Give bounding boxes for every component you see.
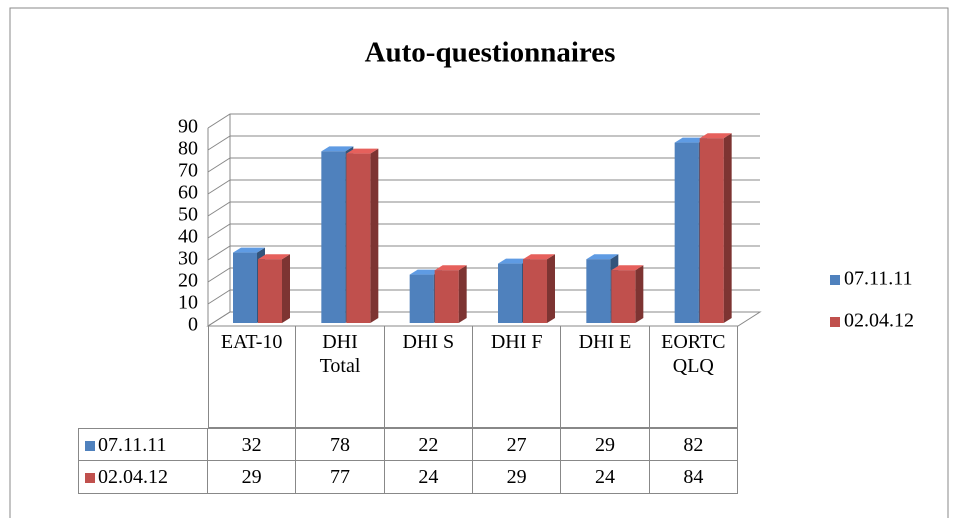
table-value-cell: 82 xyxy=(649,428,738,461)
table-value-cell: 27 xyxy=(473,428,562,461)
bar xyxy=(346,148,379,323)
table-corner xyxy=(208,326,209,428)
table-legend-key xyxy=(85,473,95,483)
table-value-cell: 29 xyxy=(208,461,297,494)
table-value-cell: 84 xyxy=(649,461,738,494)
y-tick-label: 20 xyxy=(178,270,198,292)
bar-front xyxy=(523,259,547,323)
bar-front xyxy=(346,153,371,323)
chart-title: Auto-questionnaires xyxy=(365,37,616,69)
table-value-cell: 77 xyxy=(296,461,385,494)
y-tick-label: 30 xyxy=(178,248,198,270)
bar-side xyxy=(547,254,555,323)
table-value-cell: 24 xyxy=(561,461,650,494)
y-tick-label: 40 xyxy=(178,226,198,248)
bar-side xyxy=(282,254,290,323)
bar xyxy=(434,265,467,323)
bar-front xyxy=(498,263,522,323)
bar-front xyxy=(699,138,724,323)
bar-top xyxy=(523,254,555,260)
bar-front xyxy=(586,259,611,323)
legend-key xyxy=(830,317,840,327)
bar xyxy=(611,265,644,323)
y-tick-label: 60 xyxy=(178,182,198,204)
grid-line xyxy=(207,113,760,129)
table-value-cell: 22 xyxy=(384,428,473,461)
table-row-name: 07.11.11 xyxy=(98,434,167,456)
table-value-cell: 78 xyxy=(296,428,385,461)
table-row-name: 02.04.12 xyxy=(98,466,168,488)
bar-top xyxy=(321,146,354,152)
legend-key xyxy=(830,275,840,285)
bar-side xyxy=(458,265,467,323)
bar xyxy=(523,254,555,323)
bar-top xyxy=(674,137,707,143)
table-row-label: 07.11.11 xyxy=(78,428,208,461)
bar-side xyxy=(635,265,644,323)
bar xyxy=(258,254,290,323)
y-tick-label: 90 xyxy=(178,116,198,138)
bar-top xyxy=(611,265,644,271)
table-header-cell: DHI F xyxy=(473,326,562,428)
bar-top xyxy=(699,133,732,139)
table-header-cell: EAT-10 xyxy=(208,326,297,428)
bar-top xyxy=(434,265,467,271)
table-value-cell: 29 xyxy=(473,461,562,494)
chart-border xyxy=(9,7,949,518)
table-header-cell: DHI S xyxy=(384,326,473,428)
bar-front xyxy=(409,274,434,323)
bar-top xyxy=(586,254,619,260)
bar-top xyxy=(409,269,442,275)
bar-side xyxy=(370,148,379,323)
bar-front xyxy=(258,259,282,323)
bar-front xyxy=(321,151,346,323)
legend-label: 07.11.11 xyxy=(844,268,913,290)
table-row-label: 02.04.12 xyxy=(78,461,208,494)
table-header-cell: DHI Total xyxy=(296,326,385,428)
y-tick-label: 80 xyxy=(178,138,198,160)
bar xyxy=(699,133,732,323)
table-legend-key xyxy=(85,441,95,451)
bar-top xyxy=(258,254,290,260)
bar-front xyxy=(674,142,699,323)
bar-top xyxy=(346,148,379,154)
y-tick-label: 0 xyxy=(188,314,198,336)
legend-label: 02.04.12 xyxy=(844,310,914,332)
table-header-cell: EORTC QLQ xyxy=(649,326,738,428)
bar-front xyxy=(434,270,459,323)
table-header-cell: DHI E xyxy=(561,326,650,428)
bar-front xyxy=(611,270,636,323)
table-value-cell: 29 xyxy=(561,428,650,461)
table-value-cell: 32 xyxy=(208,428,297,461)
bar-front xyxy=(233,252,257,323)
bar-side xyxy=(723,133,732,323)
bar-top xyxy=(498,258,530,264)
table-value-cell: 24 xyxy=(384,461,473,494)
y-tick-label: 10 xyxy=(178,292,198,314)
y-tick-label: 50 xyxy=(178,204,198,226)
bar-top xyxy=(233,247,265,253)
y-tick-label: 70 xyxy=(178,160,198,182)
